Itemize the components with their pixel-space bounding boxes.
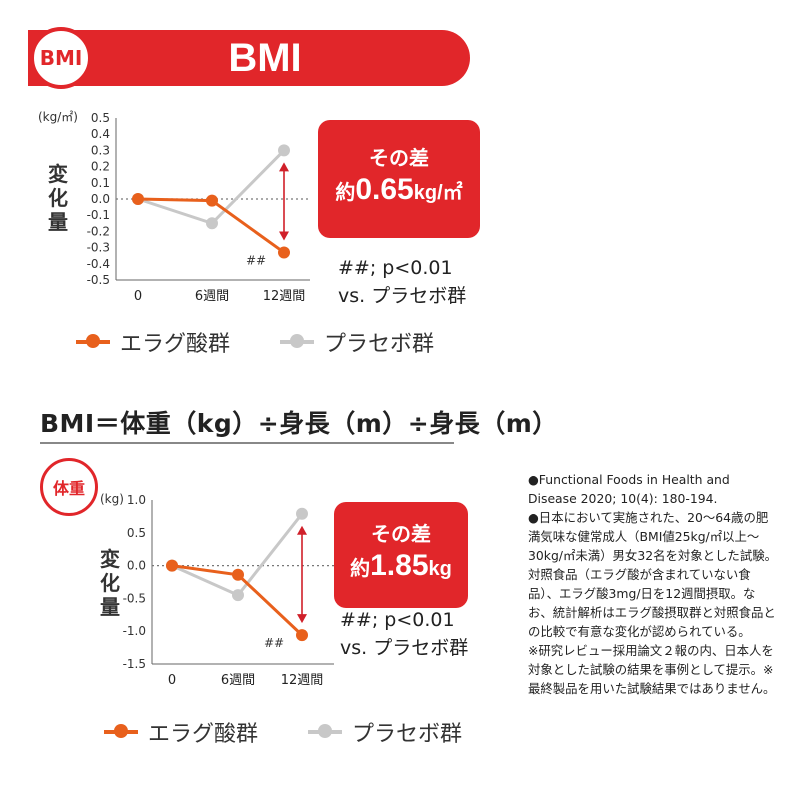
chart1-y-tick-label: 0.1 xyxy=(91,176,110,190)
chart1-callout-value: 0.65 xyxy=(355,173,414,206)
study-notes: ●Functional Foods in Health and Disease … xyxy=(528,472,777,696)
chart1-ellagic-point xyxy=(206,194,218,207)
chart1-significance: ##; p<0.01 vs. プラセボ群 xyxy=(338,254,466,310)
legend-ellagic-label: エラグ酸群 xyxy=(120,332,231,357)
chart2-ellagic-point xyxy=(166,559,178,572)
chart1-plot: 0.5 0.4 0.3 0.2 0.1 0.0 -0.1 -0.2 -0.3 -0.4 -0.5 0 6… xyxy=(87,111,310,304)
chart2-callout-value: 1.85 xyxy=(370,549,429,582)
legend2-placebo-label: プラセボ群 xyxy=(352,722,463,747)
weight-badge: 体重 xyxy=(40,458,98,516)
chart2-significance: ##; p<0.01 vs. プラセボ群 xyxy=(340,606,468,662)
chart1-placebo-line xyxy=(137,149,286,226)
legend-placebo-label: プラセボ群 xyxy=(324,332,435,357)
chart1-y-tick-label: -0.5 xyxy=(87,273,110,287)
chart1-sig-line2: vs. プラセボ群 xyxy=(338,285,467,307)
chart2-ellagic-point xyxy=(296,629,308,642)
chart1-placebo-point xyxy=(278,144,290,157)
chart1-x-tick-label: 12週間 xyxy=(263,289,306,304)
chart2-x-tick-label: 0 xyxy=(168,673,176,688)
chart2-placebo-point xyxy=(232,589,244,602)
chart1-y-tick-label: -0.2 xyxy=(87,224,110,238)
chart1-y-tick-label: -0.4 xyxy=(87,257,110,271)
legend2-placebo-swatch xyxy=(308,724,343,738)
chart1-x-tick-label: 0 xyxy=(134,289,142,304)
chart2-y-tick-label: -1.0 xyxy=(123,624,146,638)
chart2-sig-line1: ##; p<0.01 xyxy=(340,609,455,631)
chart1-y-tick-label: 0.0 xyxy=(91,192,110,206)
chart2-sig-line2: vs. プラセボ群 xyxy=(340,637,469,659)
chart1-sig-line1: ##; p<0.01 xyxy=(338,257,453,279)
chart2-callout-unit: kg xyxy=(428,558,452,580)
bmi-badge: BMI xyxy=(30,27,92,89)
chart2-placebo-line xyxy=(171,512,304,597)
chart2-x-tick-label: 12週間 xyxy=(281,673,324,688)
chart2-y-tick-label: 1.0 xyxy=(127,493,146,507)
chart2-callout-line2: 約1.85kg xyxy=(334,549,468,583)
chart2-y-tick-label: 0.5 xyxy=(127,526,146,540)
chart2-callout-line1: その差 xyxy=(371,522,431,546)
legend-ellagic-swatch xyxy=(76,334,110,348)
chart2-plot: 1.0 0.5 0.0 -0.5 -1.0 -1.5 0 6週間 12週間 ## xyxy=(123,493,334,688)
chart1-y-tick-label: 0.5 xyxy=(91,111,110,125)
chart1-legend: エラグ酸群 プラセボ群 xyxy=(76,326,434,358)
chart1-callout: その差 約0.65kg/㎡ xyxy=(318,120,480,238)
chart1-callout-prefix: 約 xyxy=(335,182,356,204)
chart2-placebo-point xyxy=(296,507,308,520)
chart2-ylabel: 変化量 xyxy=(100,547,120,619)
chart1-y-tick-label: 0.2 xyxy=(91,160,110,174)
chart1-diff-arrow-head-up xyxy=(279,162,289,172)
bmi-formula: BMI＝体重（kg）÷身長（m）÷身長（m） xyxy=(40,409,558,438)
chart2-legend: エラグ酸群 プラセボ群 xyxy=(104,716,462,748)
chart1-callout-unit: kg/㎡ xyxy=(413,182,463,204)
page-title: BMI xyxy=(228,36,302,80)
chart2-diff-arrow-head-down xyxy=(297,614,307,624)
chart2-ellagic-point xyxy=(232,568,244,581)
chart2-significance-mark: ## xyxy=(264,636,284,650)
bmi-banner xyxy=(28,30,470,86)
chart1-unit: (kg/㎡) xyxy=(38,110,78,124)
chart1-callout-line2: 約0.65kg/㎡ xyxy=(318,173,480,207)
legend2-ellagic-label: エラグ酸群 xyxy=(148,722,259,747)
chart2-unit: (kg) xyxy=(100,492,124,506)
chart1-ellagic-point xyxy=(278,246,290,259)
chart1-placebo-point xyxy=(206,217,218,230)
chart1-y-tick-label: 0.4 xyxy=(91,127,110,141)
legend-placebo-swatch xyxy=(280,334,315,348)
chart2-y-tick-label: -1.5 xyxy=(123,657,146,671)
formula-divider xyxy=(40,442,454,444)
chart1-ellagic-point xyxy=(132,193,144,205)
chart2-callout: その差 約1.85kg xyxy=(334,502,468,608)
chart1-y-tick-label: -0.1 xyxy=(87,208,110,222)
chart1-y-tick-label: -0.3 xyxy=(87,241,110,255)
chart1-diff-arrow-head-down xyxy=(279,231,289,241)
chart2-callout-prefix: 約 xyxy=(350,558,371,580)
chart1-x-tick-label: 6週間 xyxy=(195,289,229,304)
chart1-significance-mark: ## xyxy=(246,253,266,267)
chart1-callout-line1: その差 xyxy=(369,146,429,170)
legend2-ellagic-swatch xyxy=(104,724,138,738)
chart2-y-tick-label: 0.0 xyxy=(127,559,146,573)
chart1-y-tick-label: 0.3 xyxy=(91,143,110,157)
chart2-x-tick-label: 6週間 xyxy=(221,673,255,688)
chart2-y-tick-label: -0.5 xyxy=(123,591,146,605)
chart2-diff-arrow-head-up xyxy=(297,525,307,535)
chart1-ylabel: 変化量 xyxy=(48,162,68,234)
